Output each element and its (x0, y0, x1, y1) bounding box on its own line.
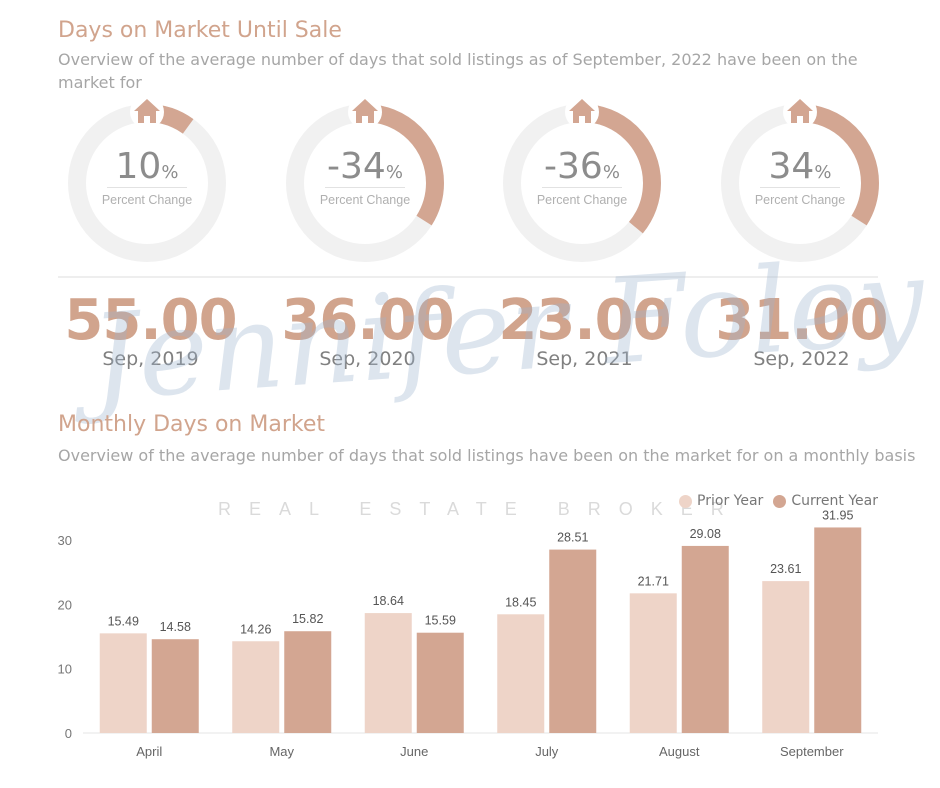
legend-label-current: Current Year (791, 493, 878, 509)
home-icon (787, 99, 813, 123)
donut-label: Percent Change (319, 193, 411, 207)
y-tick-label: 0 (65, 726, 72, 741)
donut-label: Percent Change (536, 193, 628, 207)
donut-value: -34% (327, 146, 403, 187)
chart-legend: Prior Year Current Year (669, 493, 878, 509)
monthly-bar-chart: 0 10 20 30 15.49 14.58 April 14.26 15.82 May 18.64… (58, 508, 878, 759)
bar-value-label: 15.59 (425, 614, 456, 628)
donut-divider (542, 187, 622, 188)
donut-ring (721, 98, 879, 262)
legend-swatch-prior (679, 494, 693, 508)
x-tick-label: May (269, 744, 294, 759)
bar-value-label: 28.51 (557, 531, 588, 545)
home-icon (352, 99, 378, 123)
bar-current-year (151, 639, 199, 733)
x-tick-label: June (400, 744, 428, 759)
yearly-stat-value: 36.00 (281, 288, 454, 353)
home-icon (569, 99, 595, 123)
yearly-stat-date: Sep, 2022 (753, 348, 850, 370)
donut-2021: -36% Percent Change (497, 98, 667, 268)
bar-value-label: 31.95 (822, 508, 853, 522)
bar-prior-year (232, 641, 280, 733)
bar-value-label: 15.49 (108, 614, 139, 628)
section-subtitle-days-on-market: Overview of the average number of days t… (58, 50, 858, 92)
donut-row: 10% Percent Change -34% Percent Change -… (0, 98, 940, 268)
donut-divider (107, 187, 187, 188)
bar-value-label: 18.45 (505, 595, 536, 609)
y-tick-label: 20 (58, 597, 72, 612)
section-title-monthly: Monthly Days on Market (58, 412, 325, 437)
bar-value-label: 14.58 (160, 620, 191, 634)
yearly-stat-2020: 36.00 Sep, 2020 (259, 288, 476, 371)
y-tick-label: 10 (58, 662, 72, 677)
section-subtitle-monthly: Overview of the average number of days t… (58, 446, 916, 465)
donut-label: Percent Change (754, 193, 846, 207)
bar-value-label: 21.71 (638, 574, 669, 588)
bar-value-label: 14.26 (240, 622, 271, 636)
bar-current-year (416, 632, 464, 733)
yearly-stat-date: Sep, 2019 (102, 348, 199, 370)
watermark-tagline: REAL ESTATE BROKER (218, 499, 742, 519)
divider-line (58, 276, 878, 278)
bar-prior-year (762, 581, 810, 733)
yearly-stat-date: Sep, 2020 (319, 348, 416, 370)
donut-2019: 10% Percent Change (62, 98, 232, 268)
yearly-stat-value: 31.00 (715, 288, 888, 353)
y-tick-label: 30 (58, 533, 72, 548)
legend-label-prior: Prior Year (697, 493, 764, 509)
yearly-stat-value: 55.00 (64, 288, 237, 353)
x-tick-label: August (659, 744, 700, 759)
donut-value: -36% (544, 146, 620, 187)
donut-ring (503, 98, 661, 262)
donut-divider (325, 187, 405, 188)
bar-prior-year (364, 613, 412, 733)
yearly-stat-2019: 55.00 Sep, 2019 (42, 288, 259, 371)
bar-current-year (284, 631, 332, 733)
x-tick-label: September (780, 744, 844, 759)
donut-ring (286, 98, 444, 262)
donut-value: 34% (768, 146, 832, 187)
yearly-stat-value: 23.00 (498, 288, 671, 353)
bar-prior-year (99, 633, 147, 733)
donut-value: 10% (115, 146, 179, 187)
donut-ring (68, 98, 226, 262)
bar-current-year (549, 549, 597, 733)
yearly-stat-2021: 23.00 Sep, 2021 (476, 288, 693, 371)
home-icon (134, 99, 160, 123)
bar-value-label: 29.08 (690, 527, 721, 541)
yearly-stat-date: Sep, 2021 (536, 348, 633, 370)
bar-value-label: 23.61 (770, 562, 801, 576)
x-tick-label: July (535, 744, 559, 759)
donut-2020: -34% Percent Change (280, 98, 450, 268)
donut-2022: 34% Percent Change (715, 98, 885, 268)
bar-prior-year (629, 593, 677, 733)
donut-label: Percent Change (101, 193, 193, 207)
bar-current-year (681, 545, 729, 733)
bar-value-label: 18.64 (373, 594, 404, 608)
bar-current-year (814, 527, 862, 733)
donut-divider (760, 187, 840, 188)
yearly-stat-2022: 31.00 Sep, 2022 (693, 288, 910, 371)
section-title-days-on-market: Days on Market Until Sale (58, 18, 342, 43)
legend-swatch-current (773, 494, 787, 508)
bar-prior-year (497, 614, 545, 733)
bar-value-label: 15.82 (292, 612, 323, 626)
x-tick-label: April (136, 744, 162, 759)
